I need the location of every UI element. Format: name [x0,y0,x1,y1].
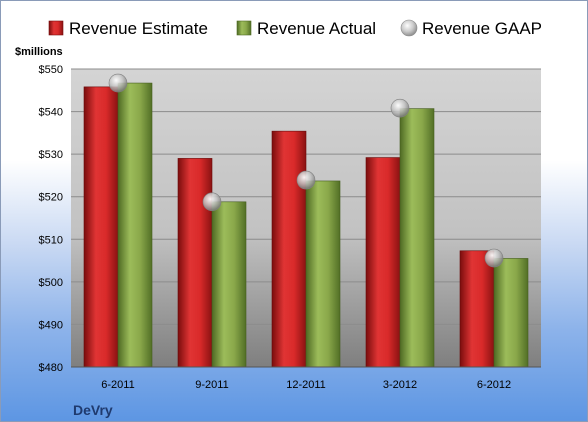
legend-label-revenue-estimate: Revenue Estimate [69,19,208,38]
y-tick-label: $550 [39,64,63,76]
revenue-gaap-marker [202,192,222,212]
x-tick-label: 6-2011 [101,379,134,391]
revenue-gaap-marker [108,73,128,93]
y-tick-label: $500 [39,277,63,289]
legend-label-revenue-actual: Revenue Actual [257,19,376,38]
y-tick-label: $530 [39,149,63,161]
revenue-actual-bar [117,82,153,368]
revenue-estimate-bar [83,86,119,368]
legend-label-revenue-gaap: Revenue GAAP [422,19,542,38]
gaap-markers [108,73,504,268]
revenue-gaap-marker [484,248,504,268]
revenue-estimate-bar [177,158,213,368]
legend: Revenue Estimate Revenue Actual Revenue … [48,19,542,38]
legend-item-revenue-estimate: Revenue Estimate [48,19,208,38]
y-axis-ticks: $480 $490 $500 $510 $520 $530 $540 $550 [39,64,63,374]
legend-item-revenue-gaap: Revenue GAAP [400,19,542,38]
y-tick-label: $520 [39,192,63,204]
x-tick-label: 12-2011 [286,379,326,391]
revenue-estimate-bar [459,250,495,368]
revenue-actual-bar [211,201,247,368]
company-label: DeVry [73,402,113,418]
revenue-actual-bar [399,108,435,368]
legend-item-revenue-actual: Revenue Actual [236,19,376,38]
legend-swatch-revenue-estimate [48,20,64,36]
x-tick-label: 6-2012 [477,379,511,391]
y-tick-label: $540 [39,107,63,119]
legend-swatch-revenue-actual [236,20,252,36]
y-tick-label: $480 [39,362,63,374]
y-tick-label: $490 [39,319,63,331]
revenue-estimate-bar [271,130,307,368]
revenue-actual-bar [305,180,341,368]
revenue-estimate-bar [365,157,401,368]
revenue-gaap-marker [296,170,316,190]
x-tick-label: 9-2011 [195,379,228,391]
unit-label: $millions [15,46,63,58]
y-tick-label: $510 [39,234,63,246]
revenue-actual-bar [493,258,529,368]
revenue-gaap-marker [390,98,410,118]
legend-swatch-revenue-gaap [400,19,418,37]
x-tick-label: 3-2012 [383,379,417,391]
x-axis-ticks: 6-2011 9-2011 12-2011 3-2012 6-2012 [101,379,511,391]
